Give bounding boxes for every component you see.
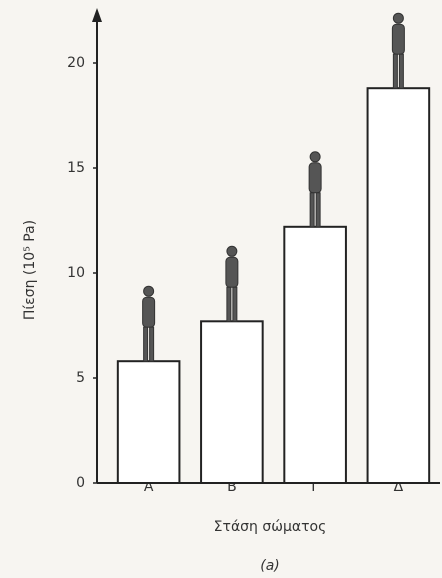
y-tick-label: 15	[67, 160, 85, 176]
y-axis-arrow	[92, 8, 102, 22]
caption: (a)	[260, 558, 280, 574]
bar	[200, 320, 264, 484]
bar	[366, 87, 431, 484]
x-tick-label: Δ	[394, 479, 404, 495]
y-axis-label: Πίεση (10⁵ Pa)	[22, 220, 38, 320]
bar	[283, 225, 347, 485]
y-tick-label: 10	[67, 265, 85, 281]
person-figure	[225, 245, 239, 322]
x-tick-label: Α	[144, 479, 154, 495]
x-tick-label: Γ	[311, 479, 319, 495]
x-tick-label: Β	[227, 479, 237, 495]
x-axis-label: Στάση σώματος	[214, 519, 327, 535]
y-tick-label: 5	[76, 370, 85, 386]
bar	[116, 360, 181, 485]
person-figure	[142, 285, 156, 362]
y-tick-label: 0	[76, 475, 85, 491]
person-figure	[391, 12, 405, 89]
person-figure	[308, 151, 322, 228]
y-tick-label: 20	[67, 55, 85, 71]
